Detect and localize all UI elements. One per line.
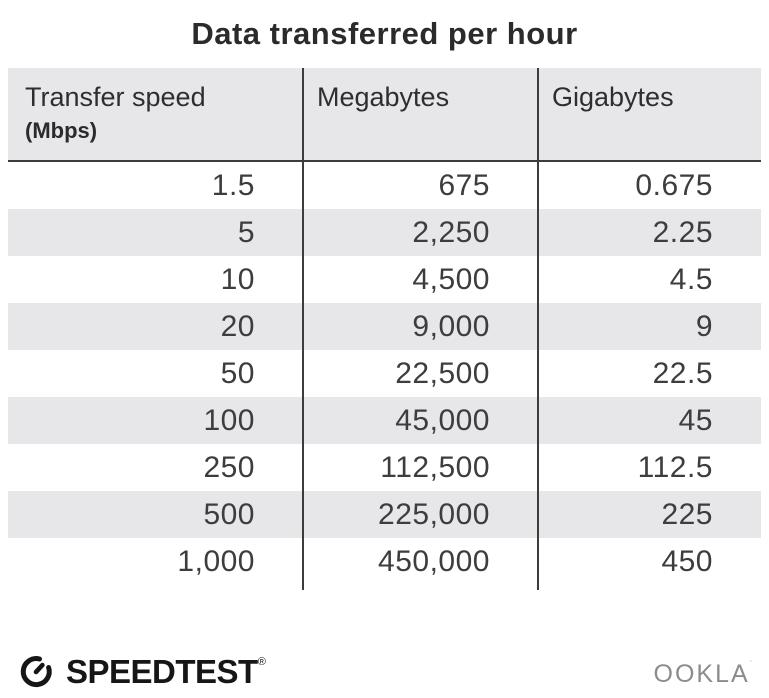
table-cell: 5 <box>237 215 255 249</box>
table-row: 100 45,000 45 <box>8 397 761 444</box>
column-divider-2 <box>537 68 539 590</box>
table-cell: 9 <box>695 309 713 343</box>
table-cell: 0.675 <box>635 168 713 202</box>
table-cell: 2,250 <box>412 215 490 249</box>
table-cell: 20 <box>220 309 255 343</box>
table-cell: 225 <box>661 497 713 531</box>
table-cell: 100 <box>203 403 255 437</box>
header-underline <box>8 160 761 162</box>
table-cell: 112,500 <box>380 450 490 484</box>
table-cell: 10 <box>220 262 255 296</box>
table-row: 50 22,500 22.5 <box>8 350 761 397</box>
column-header-gigabytes: Gigabytes <box>538 68 761 160</box>
table-cell: 250 <box>203 450 255 484</box>
table-row: 20 9,000 9 <box>8 303 761 350</box>
table-cell: 1.5 <box>211 168 255 202</box>
column-header-label: Gigabytes <box>552 82 674 112</box>
ookla-trademark-icon: ˙ <box>749 660 753 671</box>
data-table: Transfer speed (Mbps) Megabytes Gigabyte… <box>8 68 761 590</box>
column-header-label: Transfer speed <box>25 82 206 112</box>
table-row: 10 4,500 4.5 <box>8 256 761 303</box>
table-cell: 45 <box>678 403 713 437</box>
column-header-megabytes: Megabytes <box>303 68 538 160</box>
table-cell: 500 <box>203 497 255 531</box>
table-cell: 45,000 <box>395 403 490 437</box>
table-header-row: Transfer speed (Mbps) Megabytes Gigabyte… <box>8 68 761 160</box>
speedtest-gauge-icon <box>15 650 57 692</box>
column-header-unit: (Mbps) <box>25 118 98 143</box>
table-cell: 112.5 <box>637 450 713 484</box>
page-title: Data transferred per hour <box>191 16 578 51</box>
table-body: 1.5 675 0.675 5 2,250 2.25 10 4,500 4.5 20 9,000 9 5… <box>8 162 761 585</box>
table-cell: 450,000 <box>378 544 490 578</box>
table-row: 250 112,500 112.5 <box>8 444 761 491</box>
table-cell: 450 <box>661 544 713 578</box>
table-row: 1.5 675 0.675 <box>8 162 761 209</box>
column-divider-1 <box>302 68 304 590</box>
table-cell: 4,500 <box>412 262 490 296</box>
table-cell: 22.5 <box>652 356 713 390</box>
table-cell: 2.25 <box>652 215 713 249</box>
table-cell: 225,000 <box>378 497 490 531</box>
ookla-logo: OOKLA˙ <box>654 659 754 689</box>
table-row: 1,000 450,000 450 <box>8 538 761 585</box>
table-cell: 50 <box>220 356 255 390</box>
speedtest-wordmark: SPEEDTEST® <box>66 655 266 688</box>
speedtest-logo: SPEEDTEST® <box>15 650 266 692</box>
table-row: 500 225,000 225 <box>8 491 761 538</box>
column-header-label: Megabytes <box>317 82 450 112</box>
registered-trademark-icon: ® <box>257 655 266 668</box>
table-cell: 4.5 <box>669 262 713 296</box>
table-cell: 675 <box>438 168 490 202</box>
table-cell: 9,000 <box>412 309 490 343</box>
ookla-label: OOKLA <box>653 660 750 688</box>
column-header-transfer-speed: Transfer speed (Mbps) <box>8 68 303 160</box>
table-cell: 22,500 <box>395 356 490 390</box>
speedtest-label: SPEEDTEST <box>66 652 258 690</box>
table-cell: 1,000 <box>177 544 255 578</box>
table-row: 5 2,250 2.25 <box>8 209 761 256</box>
